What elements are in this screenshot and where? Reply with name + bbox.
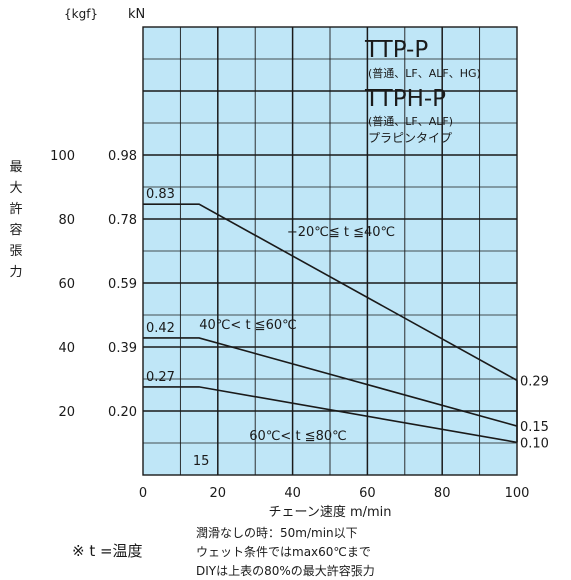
plot-frame xyxy=(142,26,518,476)
series-name-label: 40℃< t ≦60℃ xyxy=(199,318,296,333)
chart-title: TTP-P xyxy=(364,37,428,63)
x-tick-labels: 0 20 40 60 80 100 xyxy=(139,486,530,501)
y-tick-label-kgf: 60 xyxy=(58,277,75,292)
y-tick-label-kn: 0.39 xyxy=(108,341,137,356)
unit-left-label: {kgf} xyxy=(64,7,98,21)
series-start-label: 0.42 xyxy=(146,321,175,336)
chart-title-2-sub: (普通、LF、ALF) xyxy=(368,114,453,128)
y-axis-label-char: 容 xyxy=(9,222,22,238)
unit-right-label: kN xyxy=(128,7,145,22)
y-axis-label-char: 大 xyxy=(9,181,22,196)
series-name-label: −20℃≦ t ≦40℃ xyxy=(287,225,395,240)
x-tick-label: 20 xyxy=(210,486,227,501)
series-end-label: 0.10 xyxy=(520,436,549,451)
y-tick-label-kgf: 80 xyxy=(58,213,75,228)
x-tick-label: 60 xyxy=(359,486,376,501)
y-tick-label-kn: 0.78 xyxy=(108,213,137,228)
x-tick-label: 100 xyxy=(505,486,530,501)
x-marker-label: 15 xyxy=(193,454,210,469)
y-axis-label-char: 許 xyxy=(9,202,22,217)
series-end-label: 0.15 xyxy=(520,420,549,435)
y-tick-label-kn: 0.59 xyxy=(108,277,137,292)
chart-title-sub: (普通、LF、ALF、HG) xyxy=(368,66,481,80)
note-line-3: DIYは上表の80%の最大許容張力 xyxy=(196,564,375,578)
chart-title-2: TTPH-P xyxy=(364,86,446,112)
chart-title-2-sub2: プラピンタイプ xyxy=(368,131,452,145)
x-axis-label: チェーン速度 m/min xyxy=(268,504,391,520)
y-axis-label-char: 張 xyxy=(9,244,22,259)
y-axis-label-char: 力 xyxy=(9,265,22,280)
y-tick-label-kn: 0.98 xyxy=(108,149,137,164)
series-start-label: 0.27 xyxy=(146,370,175,385)
horizontal-gridlines xyxy=(143,58,517,444)
x-tick-label: 40 xyxy=(284,486,301,501)
series-start-label: 0.83 xyxy=(146,187,175,202)
y-tick-label-kgf: 20 xyxy=(58,405,75,420)
series-end-label: 0.29 xyxy=(520,374,549,389)
x-tick-label: 0 xyxy=(139,486,147,501)
y-axis-label-char: 最 xyxy=(9,160,22,175)
y-tick-labels: 20 0.20 40 0.39 60 0.59 80 0.78 100 0.98 xyxy=(50,149,137,420)
temperature-note: ※ t =温度 xyxy=(72,542,143,560)
series-name-label: 60℃< t ≦80℃ xyxy=(249,429,346,444)
series-line xyxy=(143,203,518,382)
y-axis-label: 最大許容張力 xyxy=(9,160,22,280)
y-tick-label-kgf: 40 xyxy=(58,341,75,356)
y-tick-label-kgf: 100 xyxy=(50,149,75,164)
series-labels: 0.83 0.29 −20℃≦ t ≦40℃ 0.42 0.15 40℃< t ≦60℃ 0… xyxy=(146,187,549,451)
note-line-2: ウェット条件ではmax60℃まで xyxy=(196,545,371,559)
series-line xyxy=(143,337,518,427)
x-tick-label: 80 xyxy=(434,486,451,501)
series-line xyxy=(143,386,518,444)
note-line-1: 潤滑なしの時：50m/min以下 xyxy=(196,526,358,540)
y-tick-label-kn: 0.20 xyxy=(108,405,137,420)
